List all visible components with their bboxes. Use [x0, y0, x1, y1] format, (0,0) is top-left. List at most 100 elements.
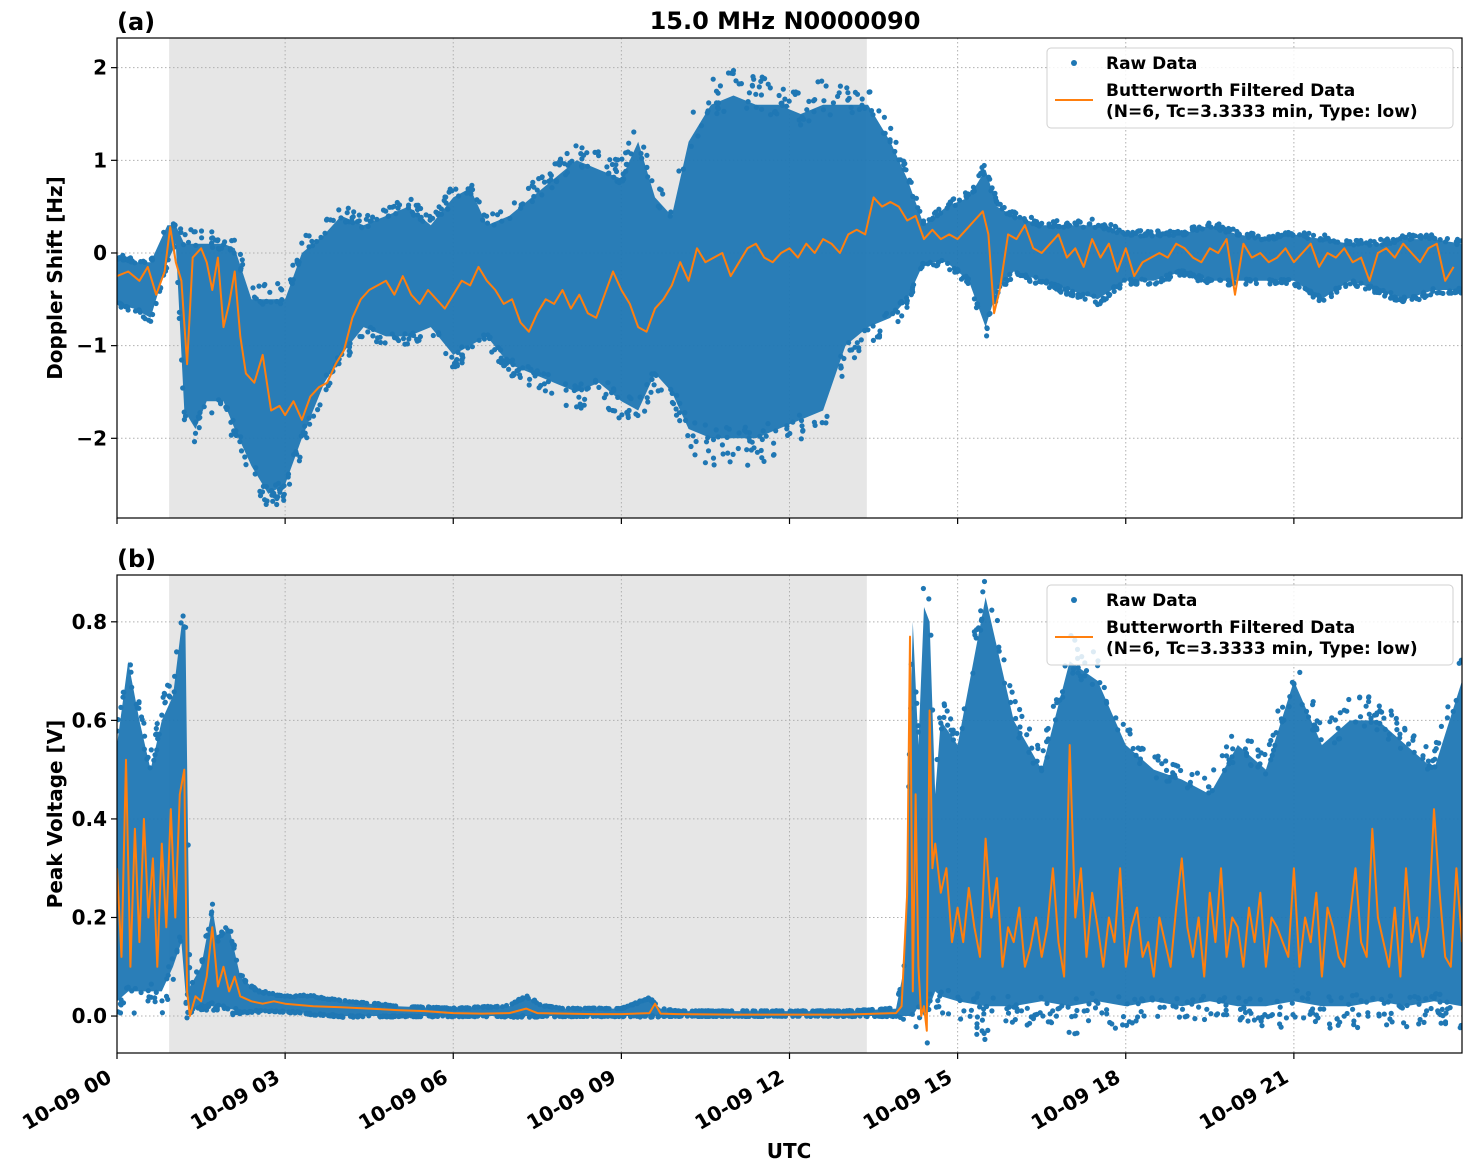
raw-data-point: [118, 704, 124, 711]
raw-data-point: [1229, 754, 1235, 760]
raw-data-point: [1163, 758, 1169, 764]
raw-data-point: [1351, 242, 1357, 248]
raw-data-point: [913, 689, 919, 695]
raw-data-point: [199, 959, 205, 965]
raw-data-point: [538, 382, 544, 389]
raw-data-point: [1076, 292, 1082, 298]
raw-data-point: [354, 999, 360, 1006]
raw-data-point: [796, 412, 803, 418]
raw-data-point: [862, 1007, 868, 1013]
raw-data-point: [498, 355, 504, 361]
raw-data-point: [365, 223, 371, 229]
raw-data-point: [304, 435, 310, 441]
raw-data-point: [1344, 238, 1350, 244]
raw-data-point: [382, 340, 388, 346]
raw-data-point: [457, 1005, 463, 1012]
raw-data-point: [933, 1004, 940, 1010]
raw-data-point: [971, 296, 978, 302]
raw-data-point: [1301, 230, 1307, 236]
raw-data-point: [1064, 221, 1070, 227]
raw-data-point: [904, 304, 910, 310]
raw-data-point: [560, 1014, 566, 1020]
raw-data-point: [117, 1001, 123, 1007]
raw-data-point: [351, 209, 357, 215]
y-tick-label: 0.8: [72, 610, 107, 634]
raw-data-point: [806, 98, 812, 104]
raw-data-point: [1032, 280, 1038, 286]
legend-marker-raw: [1071, 597, 1077, 603]
raw-data-point: [1311, 722, 1317, 728]
raw-data-point: [1170, 770, 1176, 776]
raw-data-point: [926, 596, 932, 602]
raw-data-point: [1209, 277, 1215, 283]
raw-data-point: [974, 1014, 981, 1020]
raw-data-point: [798, 417, 805, 424]
raw-data-point: [1084, 1007, 1090, 1014]
raw-data-point: [1024, 732, 1030, 738]
raw-data-point: [1126, 1019, 1132, 1025]
raw-data-point: [1266, 741, 1272, 748]
raw-data-point: [418, 214, 424, 220]
raw-data-point: [1218, 277, 1224, 283]
raw-data-point: [1283, 1015, 1289, 1021]
raw-data-point: [1326, 1021, 1333, 1027]
raw-data-point: [719, 442, 726, 448]
raw-data-point: [836, 90, 842, 96]
raw-data-point: [153, 725, 159, 732]
raw-data-point: [876, 334, 883, 340]
raw-data-point: [1170, 1003, 1176, 1009]
raw-data-point: [1435, 1008, 1441, 1014]
raw-data-point: [698, 123, 705, 129]
raw-data-point: [313, 1012, 319, 1018]
raw-data-point: [215, 238, 221, 244]
raw-data-point: [856, 106, 863, 112]
raw-data-point: [302, 423, 308, 429]
raw-data-point: [267, 289, 273, 295]
raw-data-point: [1350, 278, 1356, 284]
raw-data-point: [642, 997, 649, 1003]
raw-data-point: [1133, 1018, 1139, 1024]
raw-data-point: [838, 353, 844, 359]
raw-data-point: [761, 458, 767, 464]
raw-data-point: [1314, 727, 1320, 733]
raw-data-point: [511, 1014, 517, 1020]
raw-data-point: [394, 335, 400, 342]
raw-data-point: [1437, 290, 1443, 296]
raw-data-point: [151, 757, 157, 763]
raw-data-point: [545, 372, 551, 378]
raw-data-point: [824, 413, 830, 419]
raw-data-point: [690, 109, 696, 115]
raw-data-point: [683, 417, 689, 423]
raw-data-point: [851, 355, 858, 361]
raw-data-point: [669, 399, 676, 406]
raw-data-point: [1278, 1024, 1284, 1030]
raw-data-point: [1157, 1004, 1163, 1011]
raw-data-point: [744, 105, 750, 111]
raw-data-point: [876, 1013, 882, 1019]
raw-data-point: [531, 193, 537, 200]
raw-data-point: [1349, 993, 1356, 999]
raw-data-point: [1373, 241, 1380, 247]
raw-data-point: [350, 999, 356, 1005]
raw-data-point: [1315, 292, 1321, 298]
raw-data-point: [1066, 1029, 1072, 1035]
raw-data-point: [149, 255, 155, 261]
raw-data-point: [1196, 1004, 1202, 1010]
x-tick-label: 10-09 03: [186, 1065, 284, 1135]
raw-data-point: [161, 229, 167, 235]
raw-data-point: [273, 482, 279, 488]
raw-data-point: [974, 1031, 980, 1037]
raw-data-point: [1289, 1000, 1295, 1006]
raw-data-point: [179, 357, 185, 363]
raw-data-point: [626, 407, 632, 414]
raw-data-point: [959, 725, 965, 732]
raw-data-point: [787, 430, 793, 437]
raw-data-point: [633, 411, 639, 417]
raw-data-point: [118, 302, 124, 308]
raw-data-point: [904, 295, 910, 301]
panel-b-peak-voltage: 0.8 0.6 0.4 0.2 0.0 10-09 00 10-09 03 10-09 06 1…: [18, 545, 1463, 1135]
raw-data-point: [1179, 1006, 1186, 1012]
raw-data-point: [924, 1040, 930, 1046]
raw-data-point: [1331, 238, 1337, 244]
raw-data-point: [1432, 764, 1438, 770]
